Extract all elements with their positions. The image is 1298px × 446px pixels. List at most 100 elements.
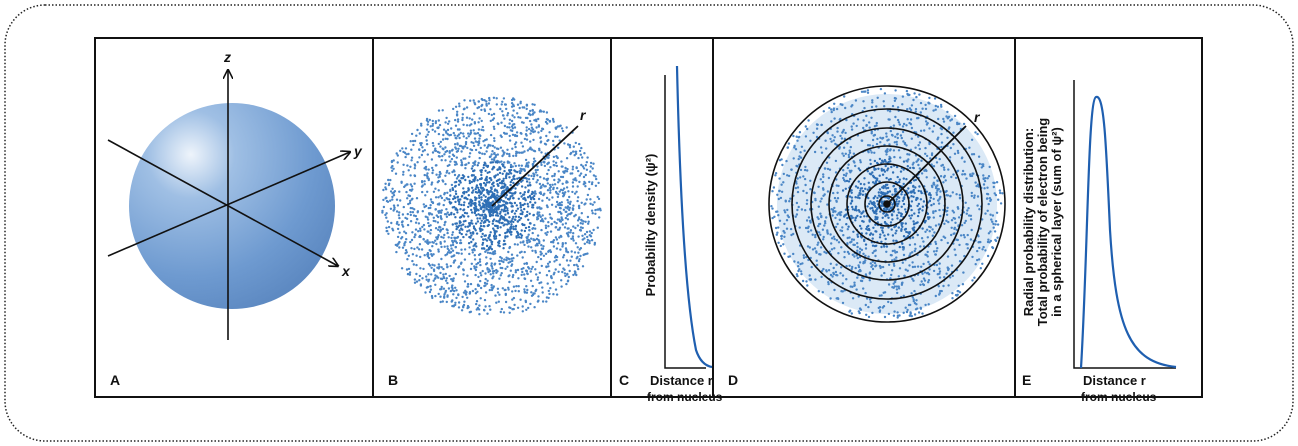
dot <box>562 183 564 185</box>
dot <box>480 236 482 238</box>
dot <box>531 206 533 208</box>
dot <box>809 140 811 142</box>
dot <box>452 154 454 156</box>
dot <box>466 147 468 149</box>
dot <box>902 248 904 250</box>
dot <box>790 228 792 230</box>
dot <box>547 189 549 191</box>
dot <box>893 124 895 126</box>
dot <box>505 196 507 198</box>
dot <box>550 230 552 232</box>
dot <box>433 280 435 282</box>
dot <box>472 165 474 167</box>
dot <box>834 143 836 145</box>
dot <box>796 209 798 211</box>
dot <box>939 196 941 198</box>
dot <box>919 167 921 169</box>
dot <box>821 152 823 154</box>
dot <box>940 175 942 177</box>
dot <box>453 290 455 292</box>
dot <box>848 154 850 156</box>
dot <box>865 314 867 316</box>
dot <box>444 213 446 215</box>
dot <box>420 284 422 286</box>
dot <box>883 169 885 171</box>
dot <box>571 172 573 174</box>
dot <box>474 164 476 166</box>
dot <box>947 117 949 119</box>
dot <box>416 218 418 220</box>
dot <box>890 130 892 132</box>
dot <box>414 167 416 169</box>
dot <box>857 187 859 189</box>
dot <box>588 181 590 183</box>
dot <box>836 130 838 132</box>
dot <box>451 284 453 286</box>
dot <box>891 194 893 196</box>
dot <box>385 212 387 214</box>
dot <box>951 264 953 266</box>
dot <box>580 172 582 174</box>
dot <box>389 200 391 202</box>
dot <box>565 211 567 213</box>
dot <box>522 194 524 196</box>
dot <box>775 227 777 229</box>
dot <box>516 254 518 256</box>
dot <box>488 181 490 183</box>
dot <box>454 143 456 145</box>
dot <box>895 240 897 242</box>
dot <box>860 187 862 189</box>
dot <box>502 287 504 289</box>
dot <box>474 254 476 256</box>
dot <box>848 180 850 182</box>
dot <box>792 135 794 137</box>
dot <box>845 172 847 174</box>
dot <box>583 167 585 169</box>
dot <box>437 248 439 250</box>
dot <box>504 243 506 245</box>
dot <box>817 225 819 227</box>
dot <box>580 219 582 221</box>
dot <box>885 238 887 240</box>
x-axis-label: Distance r <box>650 373 713 388</box>
dot <box>895 97 897 99</box>
dot <box>862 100 864 102</box>
dot <box>935 109 937 111</box>
dot <box>879 236 881 238</box>
dot <box>775 211 777 213</box>
dot <box>883 272 885 274</box>
dot <box>876 197 878 199</box>
dot <box>457 226 459 228</box>
dot <box>419 236 421 238</box>
dot <box>924 231 926 233</box>
dot <box>802 190 804 192</box>
dot <box>522 240 524 242</box>
dot <box>459 145 461 147</box>
dot <box>561 271 563 273</box>
dot <box>931 186 933 188</box>
dot <box>932 109 934 111</box>
dot <box>560 285 562 287</box>
dot <box>950 176 952 178</box>
dot <box>396 243 398 245</box>
dot <box>830 263 832 265</box>
dot <box>556 201 558 203</box>
dot <box>537 279 539 281</box>
dot <box>421 191 423 193</box>
dot <box>514 187 516 189</box>
dot <box>477 284 479 286</box>
dot <box>881 160 883 162</box>
dot <box>888 283 890 285</box>
dot <box>449 160 451 162</box>
dot <box>847 226 849 228</box>
dot <box>462 268 464 270</box>
dot <box>841 104 843 106</box>
dot <box>496 161 498 163</box>
dot <box>534 250 536 252</box>
dot <box>776 232 778 234</box>
dot <box>780 238 782 240</box>
dot <box>575 151 577 153</box>
dot <box>805 280 807 282</box>
dot <box>430 198 432 200</box>
dot <box>521 229 523 231</box>
